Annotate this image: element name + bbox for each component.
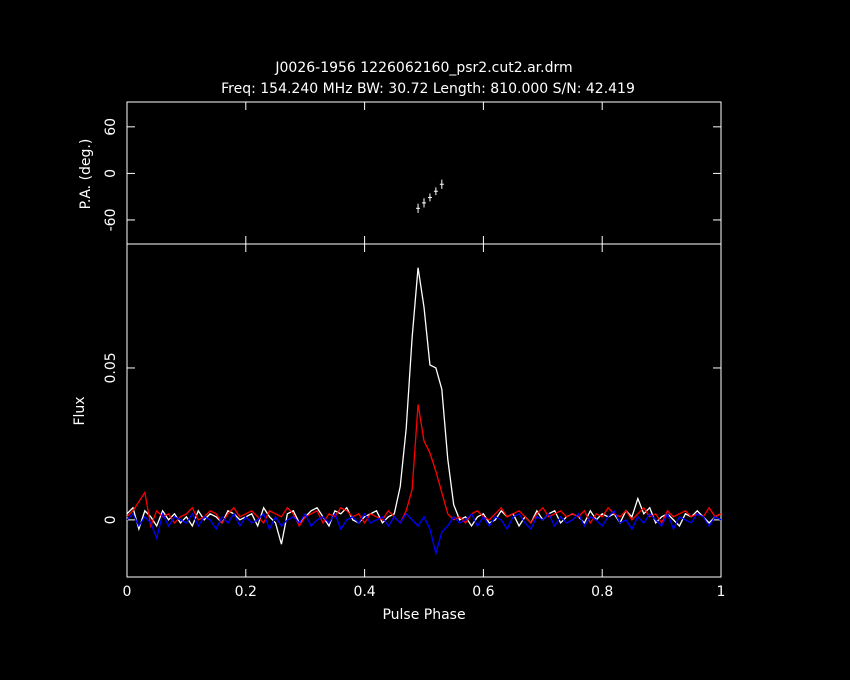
x-axis-label: Pulse Phase	[382, 607, 465, 623]
x-tick-label: 0.2	[235, 584, 257, 600]
profile-line	[126, 404, 722, 529]
chart-title: J0026-1956 1226062160_psr2.cut2.ar.drm	[274, 60, 572, 76]
x-tick-label: 0.6	[472, 584, 494, 600]
chart-subtitle: Freq: 154.240 MHz BW: 30.72 Length: 810.…	[221, 81, 635, 97]
profile-line	[126, 267, 722, 545]
y-axis-label: Flux	[72, 396, 88, 425]
plot-frame	[126, 101, 722, 245]
x-tick-label: 1	[717, 584, 726, 600]
y-tick-label: 60	[103, 118, 119, 136]
y-tick-label: 0	[103, 515, 119, 524]
x-tick-label: 0	[123, 584, 132, 600]
x-tick-label: 0.4	[353, 584, 375, 600]
plot-frame	[126, 243, 722, 578]
x-tick-label: 0.8	[591, 584, 613, 600]
y-tick-label: 0.05	[103, 352, 119, 383]
y-tick-label: -60	[103, 209, 119, 232]
y-axis-label: P.A. (deg.)	[78, 139, 94, 210]
profile-line	[126, 509, 722, 556]
y-tick-label: 0	[103, 169, 119, 178]
